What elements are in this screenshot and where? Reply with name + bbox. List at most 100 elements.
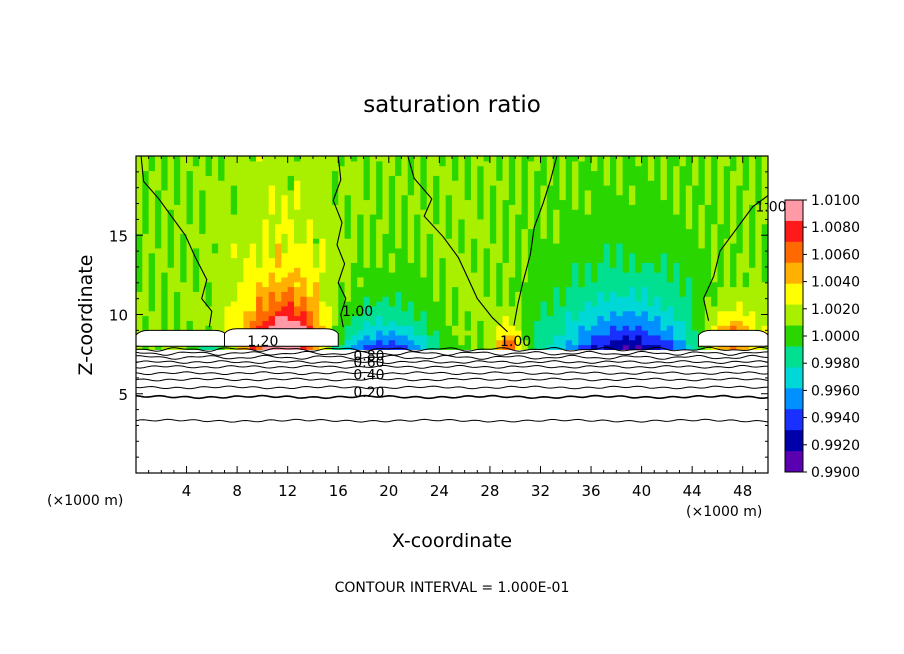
field-cell xyxy=(211,247,219,254)
field-cell xyxy=(268,180,276,186)
field-cell xyxy=(344,175,352,181)
field-cell xyxy=(300,185,308,191)
field-cell xyxy=(420,339,428,346)
field-cell xyxy=(237,189,245,196)
field-cell xyxy=(224,209,232,215)
field-cell xyxy=(294,257,301,263)
field-cell xyxy=(268,262,276,268)
field-cell xyxy=(692,325,700,331)
field-cell xyxy=(363,320,371,326)
field-cell xyxy=(578,223,586,230)
field-cell xyxy=(527,325,535,331)
field-cell xyxy=(736,291,744,297)
field-cell xyxy=(489,204,497,210)
field-cell xyxy=(692,291,700,297)
field-cell xyxy=(515,344,523,350)
field-cell xyxy=(464,252,472,259)
field-cell xyxy=(136,344,143,350)
x-tick-label: 20 xyxy=(379,482,398,500)
field-cell xyxy=(452,281,459,288)
x-tick-label: 4 xyxy=(182,482,192,500)
field-cell xyxy=(142,252,150,259)
field-cell xyxy=(704,165,712,172)
field-cell xyxy=(218,214,226,220)
field-cell xyxy=(312,315,320,321)
field-cell xyxy=(205,281,213,288)
field-cell xyxy=(458,334,466,341)
field-cell xyxy=(344,214,352,220)
field-cell xyxy=(749,301,756,307)
field-cell xyxy=(312,296,320,302)
field-cell xyxy=(325,228,333,234)
field-cell xyxy=(357,330,365,336)
field-cell xyxy=(666,160,674,167)
field-cell xyxy=(723,214,731,220)
contour-line xyxy=(136,364,768,369)
field-cell xyxy=(641,262,649,268)
field-cell xyxy=(414,209,421,215)
field-cell xyxy=(730,344,737,350)
field-cell xyxy=(395,204,403,210)
field-cell xyxy=(704,170,712,176)
field-cell xyxy=(319,170,327,176)
field-cell xyxy=(154,218,162,225)
field-cell xyxy=(704,252,712,259)
field-cell xyxy=(540,223,548,230)
contour-line xyxy=(136,346,768,352)
field-cell xyxy=(635,281,643,288)
field-cell xyxy=(395,320,403,326)
field-cell xyxy=(641,276,649,283)
field-cell xyxy=(572,160,579,167)
field-cell xyxy=(445,315,453,321)
field-cell xyxy=(470,165,478,172)
field-cell xyxy=(698,228,706,234)
field-cell xyxy=(237,247,245,254)
field-cell xyxy=(256,281,263,288)
field-cell xyxy=(692,252,700,259)
field-cell xyxy=(445,286,453,292)
field-cell xyxy=(325,165,333,172)
field-cell xyxy=(312,243,320,249)
field-cell xyxy=(597,228,605,234)
field-cell xyxy=(382,301,390,307)
field-cell xyxy=(742,247,750,254)
field-cell xyxy=(369,315,377,321)
field-cell xyxy=(483,189,491,196)
field-cell xyxy=(496,257,504,263)
field-cell xyxy=(578,320,586,326)
field-cell xyxy=(199,272,207,278)
field-cell xyxy=(142,320,150,326)
field-cell xyxy=(508,310,516,317)
field-cell xyxy=(692,199,700,205)
field-cell xyxy=(268,281,276,288)
field-cell xyxy=(262,257,270,263)
field-cell xyxy=(167,325,175,331)
field-cell xyxy=(591,296,598,302)
field-cell xyxy=(350,189,358,196)
colorbar-swatch xyxy=(785,283,803,306)
field-cell xyxy=(325,301,333,307)
field-cell xyxy=(572,209,579,215)
field-cell xyxy=(142,165,150,172)
field-cell xyxy=(275,286,282,292)
field-cell xyxy=(199,286,207,292)
field-cell xyxy=(369,252,377,259)
field-cell xyxy=(224,238,232,244)
field-cell xyxy=(711,243,719,249)
field-cell xyxy=(742,209,750,215)
field-cell xyxy=(470,310,478,317)
field-cell xyxy=(262,344,270,350)
field-cell xyxy=(136,214,143,220)
field-cell xyxy=(565,262,573,268)
field-cell xyxy=(572,272,579,278)
field-cell xyxy=(584,339,592,346)
field-cell xyxy=(350,243,358,249)
field-cell xyxy=(136,291,143,297)
field-cell xyxy=(553,175,561,181)
field-cell xyxy=(572,156,579,162)
field-cell xyxy=(610,180,617,186)
field-cell xyxy=(445,325,453,331)
field-cell xyxy=(401,233,409,239)
field-cell xyxy=(382,243,390,249)
